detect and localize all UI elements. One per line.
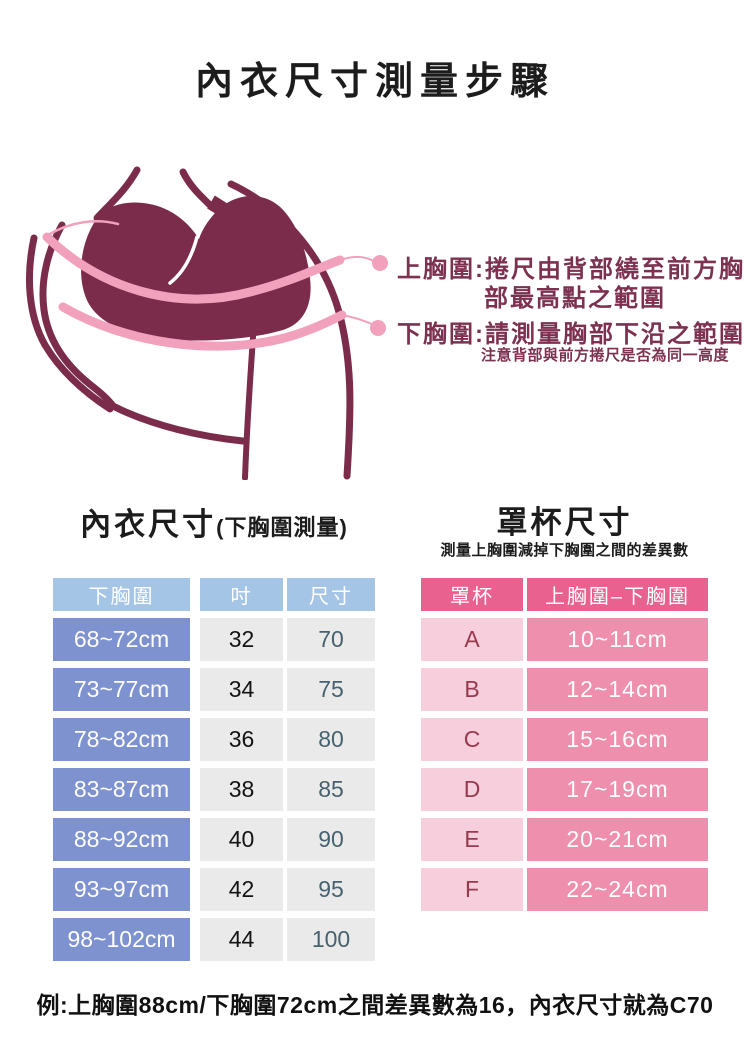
- size-value: 90: [287, 818, 375, 861]
- size-value: 100: [287, 918, 375, 961]
- upper-bust-annotation-line1: 上胸圍:捲尺由背部繞至前方胸: [397, 256, 745, 283]
- cup-letter: B: [421, 668, 523, 711]
- upper-bust-bullet: [372, 255, 388, 271]
- bra-silhouette: [81, 196, 311, 341]
- size-value: 95: [287, 868, 375, 911]
- example-text: 例:上胸圍88cm/下胸圍72cm之間差異數為16，內衣尺寸就為C70: [36, 992, 714, 1018]
- table-row: 83~87cm 38 85: [53, 768, 375, 811]
- size-value: 75: [287, 668, 375, 711]
- diff-range: 22~24cm: [527, 868, 708, 911]
- inch-value: 38: [200, 768, 283, 811]
- table-row: F 22~24cm: [421, 868, 708, 911]
- table-row: 78~82cm 36 80: [53, 718, 375, 761]
- lower-bust-annotation: 下胸圍:請測量胸部下沿之範圍: [397, 321, 745, 348]
- table-row: E 20~21cm: [421, 818, 708, 861]
- underbust-range: 93~97cm: [53, 868, 190, 911]
- upper-bust-tape: [42, 232, 345, 304]
- right-bra-strap: [207, 195, 265, 248]
- underbust-range: 68~72cm: [53, 618, 190, 661]
- cup-size-table-header: 罩杯 上胸圍–下胸圍: [421, 578, 708, 611]
- underbust-range: 73~77cm: [53, 668, 190, 711]
- lower-bust-bullet: [370, 320, 386, 336]
- upper-bust-annotation-line2: 部最高點之範圍: [484, 285, 666, 312]
- forearm-line: [109, 402, 247, 445]
- header-size: 尺寸: [287, 578, 375, 611]
- lower-bust-tape: [58, 302, 347, 351]
- diff-range: 12~14cm: [527, 668, 708, 711]
- diff-range: 10~11cm: [527, 618, 708, 661]
- inch-value: 34: [200, 668, 283, 711]
- underbust-range: 88~92cm: [53, 818, 190, 861]
- diff-range: 20~21cm: [527, 818, 708, 861]
- inch-value: 44: [200, 918, 283, 961]
- size-value: 80: [287, 718, 375, 761]
- left-arm-outer-line: [25, 234, 114, 413]
- diff-range: 15~16cm: [527, 718, 708, 761]
- left-arm-inner-line: [39, 221, 117, 410]
- header-cup: 罩杯: [421, 578, 523, 611]
- page-title: 內衣尺寸測量步驟: [194, 61, 555, 103]
- cup-letter: E: [421, 818, 523, 861]
- cup-letter: F: [421, 868, 523, 911]
- table-row: 88~92cm 40 90: [53, 818, 375, 861]
- underwear-size-table: 下胸圍 吋 尺寸 68~72cm 32 70 73~77cm 34 75 78~…: [53, 578, 375, 968]
- cup-letter: A: [421, 618, 523, 661]
- underbust-range: 83~87cm: [53, 768, 190, 811]
- table-row: 98~102cm 44 100: [53, 918, 375, 961]
- cup-size-subtitle: 測量上胸圍減掉下胸圍之間的差異數: [440, 542, 689, 559]
- cup-letter: D: [421, 768, 523, 811]
- table-row: 68~72cm 32 70: [53, 618, 375, 661]
- header-diff: 上胸圍–下胸圍: [527, 578, 708, 611]
- table-row: B 12~14cm: [421, 668, 708, 711]
- table-row: D 17~19cm: [421, 768, 708, 811]
- cleavage-line: [168, 235, 199, 285]
- inch-value: 40: [200, 818, 283, 861]
- underwear-size-heading: 內衣尺寸(下胸圍測量): [53, 499, 375, 544]
- table-row: A 10~11cm: [421, 618, 708, 661]
- cup-size-table: 罩杯 上胸圍–下胸圍 A 10~11cm B 12~14cm C 15~16cm…: [421, 578, 708, 918]
- cup-letter: C: [421, 718, 523, 761]
- inch-value: 42: [200, 868, 283, 911]
- table-row: 93~97cm 42 95: [53, 868, 375, 911]
- underbust-range: 78~82cm: [53, 718, 190, 761]
- diff-range: 17~19cm: [527, 768, 708, 811]
- header-inch: 吋: [200, 578, 283, 611]
- bra-measurement-illustration: [25, 166, 388, 480]
- size-value: 85: [287, 768, 375, 811]
- underwear-size-heading-suffix: (下胸圍測量): [216, 515, 348, 540]
- header-underbust: 下胸圍: [53, 578, 190, 611]
- right-neck-line: [179, 168, 217, 212]
- upper-tape-end: [46, 220, 120, 237]
- underbust-range: 98~102cm: [53, 918, 190, 961]
- cup-size-heading: 罩杯尺寸: [496, 505, 633, 540]
- underwear-size-heading-main: 內衣尺寸: [80, 507, 217, 542]
- measurement-note: 注意背部與前方捲尺是否為同一高度: [481, 347, 730, 364]
- underwear-size-table-header: 下胸圍 吋 尺寸: [53, 578, 375, 611]
- size-value: 70: [287, 618, 375, 661]
- upper-connector-line: [339, 255, 376, 263]
- inch-value: 32: [200, 618, 283, 661]
- table-row: C 15~16cm: [421, 718, 708, 761]
- table-row: 73~77cm 34 75: [53, 668, 375, 711]
- inch-value: 36: [200, 718, 283, 761]
